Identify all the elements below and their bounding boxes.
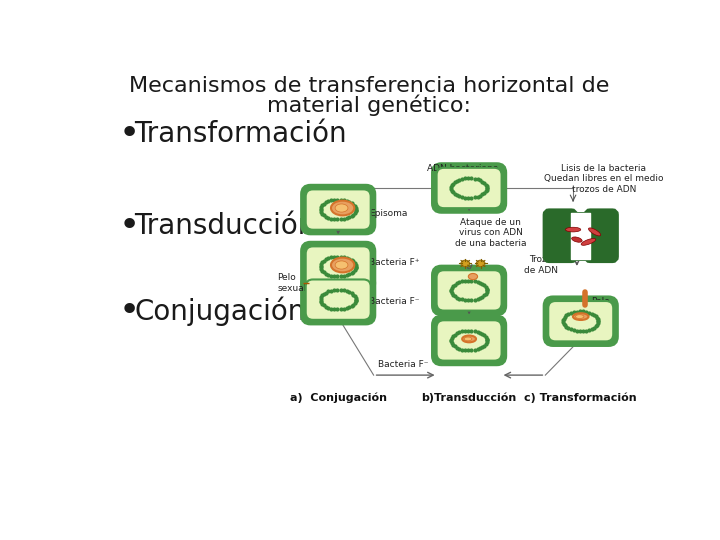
Text: ADN bacteriano: ADN bacteriano <box>427 164 498 173</box>
Text: Transformación: Transformación <box>134 120 347 148</box>
FancyBboxPatch shape <box>302 275 374 323</box>
Text: Pelo: Pelo <box>592 298 611 307</box>
Ellipse shape <box>477 260 485 267</box>
FancyBboxPatch shape <box>546 212 575 260</box>
FancyBboxPatch shape <box>433 266 505 314</box>
FancyBboxPatch shape <box>436 320 502 361</box>
Text: Conjugación: Conjugación <box>134 296 305 326</box>
FancyBboxPatch shape <box>302 186 374 234</box>
FancyBboxPatch shape <box>436 270 502 310</box>
Text: Bacteria F⁻: Bacteria F⁻ <box>379 360 429 369</box>
Text: •: • <box>119 210 140 244</box>
Text: material genético:: material genético: <box>267 94 471 116</box>
Ellipse shape <box>331 201 354 215</box>
FancyBboxPatch shape <box>433 316 505 365</box>
Ellipse shape <box>573 313 588 320</box>
Ellipse shape <box>335 261 348 269</box>
Text: Bacteria F⁺: Bacteria F⁺ <box>369 258 420 267</box>
Text: a)  Conjugación: a) Conjugación <box>289 392 387 403</box>
Text: Transducción: Transducción <box>134 213 315 240</box>
FancyBboxPatch shape <box>302 242 374 291</box>
FancyBboxPatch shape <box>433 164 505 212</box>
FancyBboxPatch shape <box>306 190 371 230</box>
Text: Episoma: Episoma <box>369 209 408 218</box>
Ellipse shape <box>572 237 582 242</box>
Text: Ataque de un
virus con ADN
de una bacteria: Ataque de un virus con ADN de una bacter… <box>455 218 526 247</box>
Ellipse shape <box>462 335 476 342</box>
Ellipse shape <box>468 273 477 280</box>
Ellipse shape <box>335 204 348 212</box>
Text: Bacteria F⁻: Bacteria F⁻ <box>369 298 420 307</box>
Ellipse shape <box>461 260 469 267</box>
Ellipse shape <box>565 227 581 232</box>
Ellipse shape <box>588 228 600 236</box>
Ellipse shape <box>331 258 354 272</box>
Ellipse shape <box>575 315 584 319</box>
FancyBboxPatch shape <box>306 246 371 287</box>
Text: Bacteria F⁺: Bacteria F⁺ <box>317 222 367 231</box>
Text: Lisis de la bacteria
Quedan libres en el medio
trozos de ADN: Lisis de la bacteria Quedan libres en el… <box>544 164 664 194</box>
Bar <box>303 283 309 284</box>
Text: •: • <box>119 117 140 151</box>
FancyBboxPatch shape <box>587 212 616 260</box>
Text: Trozo
de ADN: Trozo de ADN <box>523 255 558 275</box>
Ellipse shape <box>464 337 472 341</box>
FancyBboxPatch shape <box>436 168 502 208</box>
Text: Mecanismos de transferencia horizontal de: Mecanismos de transferencia horizontal d… <box>129 76 609 96</box>
Text: Pelo
sexual: Pelo sexual <box>277 273 307 293</box>
FancyBboxPatch shape <box>306 280 371 320</box>
FancyBboxPatch shape <box>544 297 617 345</box>
Text: c) Transformación: c) Transformación <box>524 392 637 403</box>
Ellipse shape <box>581 239 595 245</box>
FancyBboxPatch shape <box>548 301 613 341</box>
Text: •: • <box>119 294 140 328</box>
Text: b)Transducción: b)Transducción <box>421 392 517 403</box>
